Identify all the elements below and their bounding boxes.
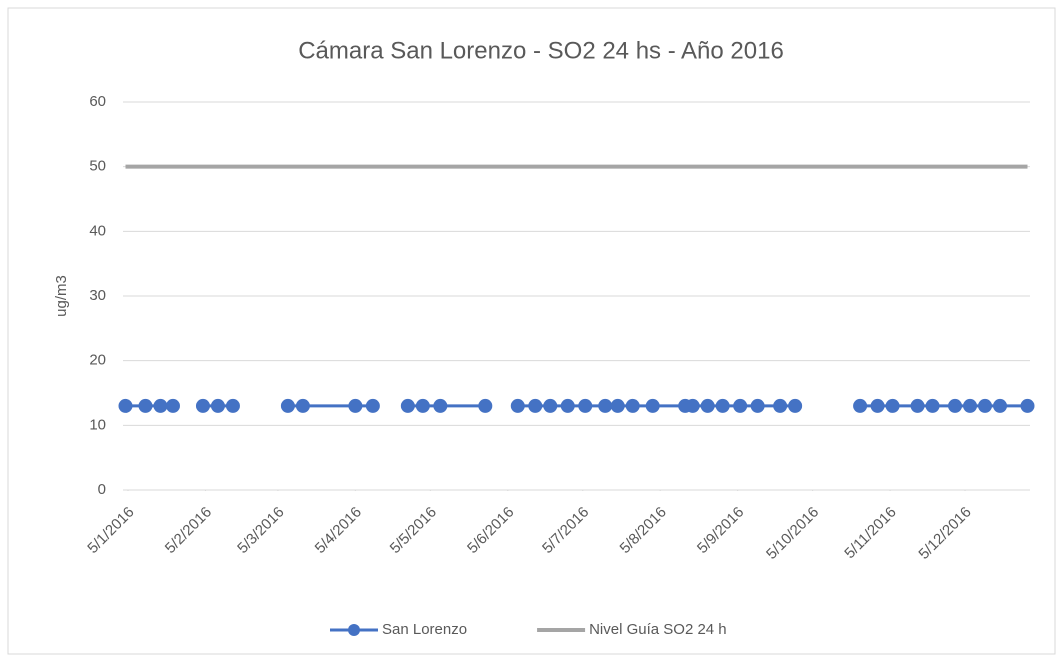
point [610,398,625,413]
y-tick-label: 20 [89,352,106,369]
point [348,398,363,413]
point [280,398,295,413]
point [210,398,225,413]
point [543,398,558,413]
point [625,398,640,413]
point [993,398,1008,413]
point [1020,398,1035,413]
point [138,398,153,413]
point [963,398,978,413]
point [560,398,575,413]
point [645,398,660,413]
legend-marker [348,624,360,636]
point [773,398,788,413]
point [715,398,730,413]
point [225,398,240,413]
y-tick-label: 60 [89,93,106,110]
y-tick-label: 50 [89,158,106,175]
y-tick-label: 0 [98,481,106,498]
point [400,398,415,413]
point [598,398,613,413]
y-tick-label: 40 [89,222,106,239]
y-tick-label: 10 [89,416,106,433]
point [528,398,543,413]
legend-label: Nivel Guía SO2 24 h [589,621,727,638]
point [870,398,885,413]
point [978,398,993,413]
point [165,398,180,413]
point [433,398,448,413]
y-tick-label: 30 [89,287,106,304]
point [478,398,493,413]
point [853,398,868,413]
point [700,398,715,413]
chart-title: Cámara San Lorenzo - SO2 24 hs - Año 201… [298,37,784,64]
point [153,398,168,413]
point [295,398,310,413]
point [885,398,900,413]
point [925,398,940,413]
point [733,398,748,413]
point [510,398,525,413]
legend-label: San Lorenzo [382,621,467,638]
point [910,398,925,413]
point [118,398,133,413]
point [948,398,963,413]
point [750,398,765,413]
chart-frame [7,7,1056,655]
point [195,398,210,413]
point [578,398,593,413]
point [788,398,803,413]
y-axis-label: ug/m3 [53,275,70,317]
point [685,398,700,413]
point [365,398,380,413]
point [415,398,430,413]
